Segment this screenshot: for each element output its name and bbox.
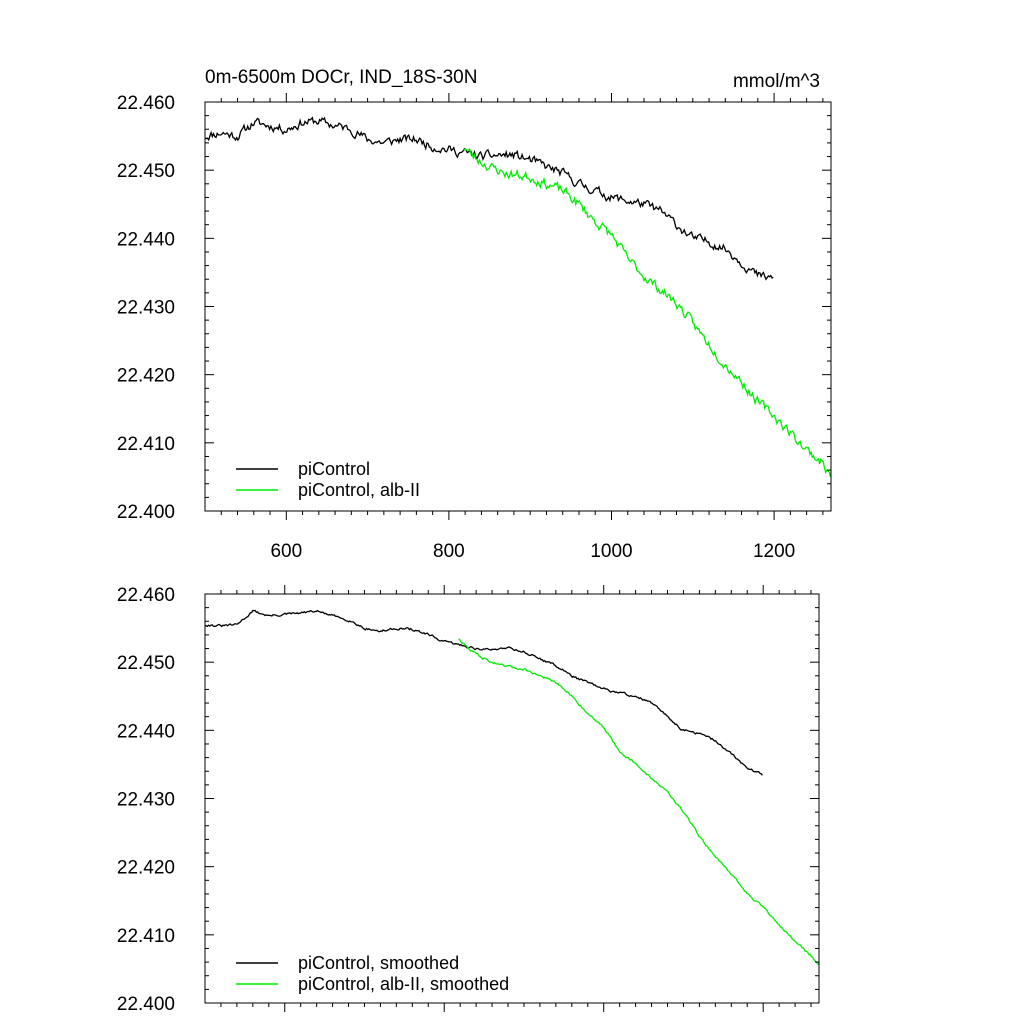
y-tick-label: 22.460 [117, 93, 175, 114]
y-tick-label: 22.450 [117, 653, 175, 674]
y-tick-label: 22.440 [117, 229, 175, 250]
y-tick-label: 22.400 [117, 502, 175, 523]
y-tick-label: 22.400 [117, 994, 175, 1015]
axes: 22.460 22.450 22.440 22.430 22.420 22.410 22.4… [117, 585, 820, 1015]
series-line-picontrol-smoothed [204, 609, 763, 776]
units-label: mmol/m^3 [733, 71, 820, 92]
plot-frame [204, 593, 820, 1004]
y-tick-label: 22.440 [117, 721, 175, 742]
legend-label-alb-ii-smoothed: piControl, alb-II, smoothed [298, 974, 509, 994]
y-tick-label: 22.410 [117, 434, 175, 455]
legend: piControl piControl, alb-II [236, 459, 420, 500]
plot-frame [204, 101, 832, 512]
y-tick-label: 22.460 [117, 585, 175, 606]
y-tick-label: 22.420 [117, 366, 175, 387]
series-line-picontrol-alb-ii [463, 147, 832, 478]
y-tick-label: 22.450 [117, 161, 175, 182]
x-tick-label: 800 [433, 541, 465, 562]
legend-label-picontrol: piControl [298, 459, 370, 479]
series-line-picontrol [204, 116, 774, 281]
series-lines [204, 116, 832, 478]
top-chart-panel: 0m-6500m DOCr, IND_18S-30N mmol/m^3 22.4… [117, 67, 832, 562]
series-line-picontrol-alb-ii-smoothed [458, 638, 820, 966]
series-lines [204, 609, 820, 966]
bottom-chart-panel: 22.460 22.450 22.440 22.430 22.420 22.410 22.4… [117, 585, 820, 1015]
y-tick-label: 22.430 [117, 298, 175, 319]
x-tick-label: 600 [270, 541, 302, 562]
y-tick-label: 22.420 [117, 858, 175, 879]
axes: 22.460 22.450 22.440 22.430 22.420 22.410 22.4… [117, 93, 832, 562]
legend: piControl, smoothed piControl, alb-II, s… [236, 953, 509, 994]
chart-title: 0m-6500m DOCr, IND_18S-30N [205, 67, 477, 88]
y-tick-label: 22.430 [117, 790, 175, 811]
x-tick-label: 1000 [590, 541, 632, 562]
legend-label-alb-ii: piControl, alb-II [298, 480, 420, 500]
y-tick-label: 22.410 [117, 926, 175, 947]
legend-label-picontrol-smoothed: piControl, smoothed [298, 953, 459, 973]
x-tick-label: 1200 [753, 541, 795, 562]
